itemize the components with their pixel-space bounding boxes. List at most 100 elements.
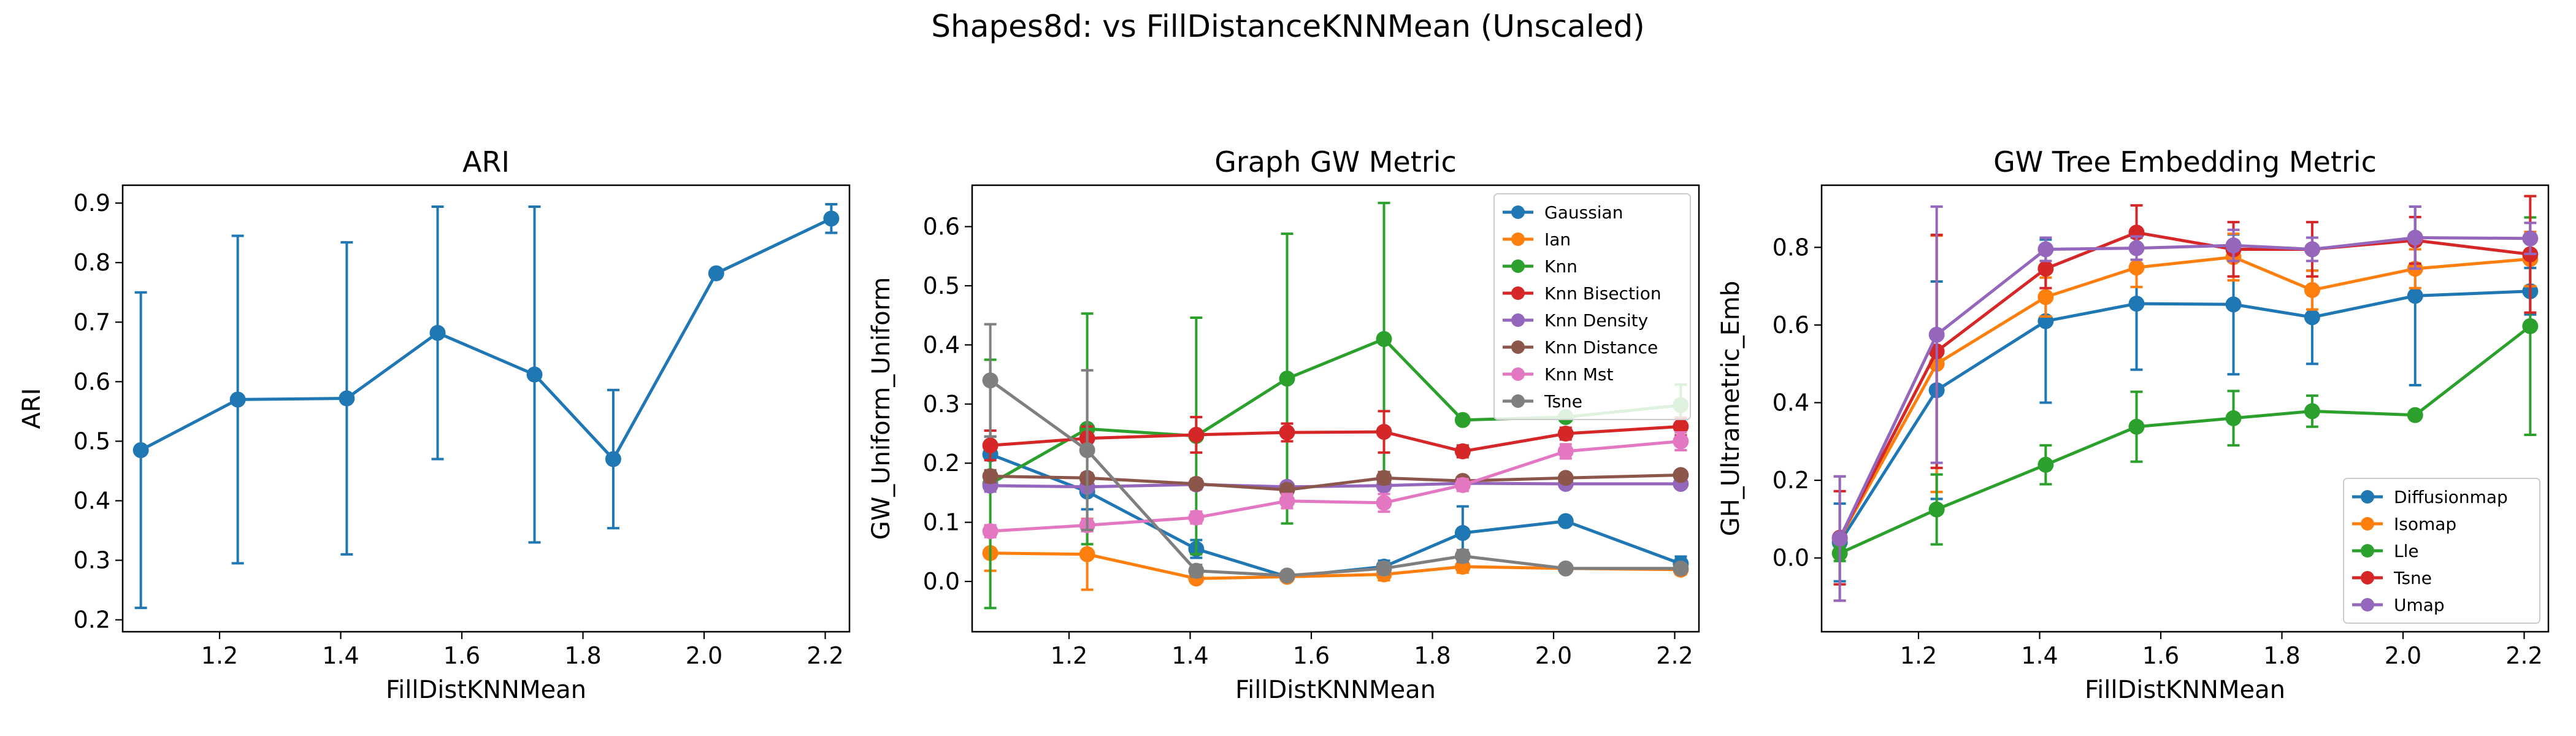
y-tick-label-6: 0.6 bbox=[923, 213, 960, 240]
y-tick-label-1: 0.3 bbox=[74, 547, 110, 574]
data-point bbox=[229, 391, 246, 408]
data-point bbox=[1557, 470, 1574, 486]
data-point bbox=[132, 442, 149, 458]
x-tick-label-5: 2.2 bbox=[2505, 642, 2542, 669]
data-point bbox=[2225, 237, 2242, 254]
y-tick-label-3: 0.3 bbox=[923, 391, 960, 418]
legend-marker bbox=[2361, 544, 2374, 558]
series-line bbox=[990, 424, 1681, 453]
data-point bbox=[2522, 318, 2539, 334]
series-line bbox=[1839, 324, 2531, 555]
chart-title: Graph GW Metric bbox=[1214, 145, 1456, 178]
data-point bbox=[1376, 424, 1392, 440]
y-tick-label-0: 0.0 bbox=[923, 568, 960, 595]
data-point bbox=[1557, 560, 1574, 577]
y-axis-label: ARI bbox=[18, 388, 46, 429]
data-point bbox=[1928, 326, 1945, 343]
plot-frame bbox=[1820, 184, 2550, 633]
data-point bbox=[2037, 456, 2054, 473]
series-line bbox=[1838, 231, 2531, 539]
y-tick-label-3: 0.6 bbox=[1773, 312, 1809, 339]
legend-entry-knn-bisection: Knn Bisection bbox=[1544, 283, 1662, 304]
x-tick-label-4: 2.0 bbox=[2385, 642, 2421, 669]
y-tick-label-5: 0.7 bbox=[74, 309, 110, 335]
x-axis-label: FillDistKNNMean bbox=[386, 676, 586, 704]
x-tick-label-4: 2.0 bbox=[1535, 642, 1572, 669]
data-point bbox=[1279, 567, 1295, 584]
x-tick-label-5: 2.2 bbox=[807, 642, 843, 669]
legend-marker bbox=[1511, 232, 1525, 246]
data-point bbox=[1831, 531, 1848, 547]
data-point bbox=[982, 468, 999, 485]
y-tick-label-4: 0.8 bbox=[1773, 234, 1809, 261]
data-point bbox=[526, 366, 543, 383]
legend: Diffusionmap Isomap Lle Tsne Umap bbox=[2343, 478, 2540, 624]
legend-marker bbox=[1511, 286, 1525, 300]
y-tick-label-0: 0.0 bbox=[1773, 545, 1809, 572]
data-point bbox=[1673, 560, 1689, 577]
data-point bbox=[1928, 501, 1945, 518]
series-line bbox=[140, 217, 832, 462]
series-line bbox=[990, 481, 1681, 489]
data-point bbox=[1557, 513, 1574, 529]
y-tick-label-6: 0.8 bbox=[74, 249, 110, 276]
y-tick-label-0: 0.2 bbox=[74, 607, 110, 634]
plot-frame bbox=[971, 184, 1700, 633]
data-point bbox=[982, 523, 999, 540]
data-point bbox=[429, 324, 446, 341]
x-axis-label: FillDistKNNMean bbox=[1235, 676, 1436, 704]
y-tick-label-7: 0.9 bbox=[74, 190, 110, 217]
data-point bbox=[2407, 288, 2423, 304]
data-point bbox=[339, 390, 355, 407]
data-point bbox=[1673, 418, 1689, 435]
data-point bbox=[2128, 240, 2145, 256]
y-tick-label-2: 0.2 bbox=[923, 450, 960, 477]
legend-entry-umap: Umap bbox=[2394, 595, 2445, 615]
data-point bbox=[2304, 241, 2320, 258]
data-point bbox=[1279, 370, 1295, 387]
chart-1: Graph GW Metric 1.2 1.4 1.6 1.8 2.0 2.2 0.0 0.1 0… bbox=[867, 145, 1700, 704]
legend-marker bbox=[2361, 490, 2374, 504]
data-point bbox=[1673, 433, 1689, 450]
x-tick-label-0: 1.2 bbox=[201, 642, 238, 669]
legend-entry-gaussian: Gaussian bbox=[1544, 202, 1623, 223]
data-point bbox=[605, 451, 621, 467]
data-point bbox=[1376, 331, 1392, 347]
data-point bbox=[1376, 470, 1392, 486]
data-point bbox=[2037, 289, 2054, 305]
y-axis-label: GW_Uniform_Uniform bbox=[867, 277, 895, 540]
x-tick-label-0: 1.2 bbox=[1051, 642, 1087, 669]
y-tick-label-4: 0.4 bbox=[923, 331, 960, 358]
y-tick-label-2: 0.4 bbox=[1773, 389, 1809, 416]
data-point bbox=[1454, 548, 1471, 564]
legend-entry-knn-density: Knn Density bbox=[1544, 310, 1648, 331]
legend-entry-tsne: Tsne bbox=[1544, 391, 1582, 412]
x-tick-label-3: 1.8 bbox=[2263, 642, 2300, 669]
series-line bbox=[990, 440, 1681, 533]
data-point bbox=[1673, 467, 1689, 483]
x-tick-label-5: 2.2 bbox=[1656, 642, 1693, 669]
data-point bbox=[2522, 230, 2539, 247]
y-tick-label-2: 0.4 bbox=[74, 487, 110, 514]
series-tsne bbox=[982, 323, 1689, 584]
data-point bbox=[1188, 509, 1205, 526]
legend-marker bbox=[1511, 340, 1525, 354]
legend-box bbox=[2343, 478, 2540, 624]
x-tick-label-1: 1.4 bbox=[322, 642, 359, 669]
panels: ARI 1.2 1.4 1.6 1.8 2.0 2.2 0.2 0.3 0.4 0.5 0.6 0.7 0… bbox=[18, 145, 2550, 704]
y-tick-label-5: 0.5 bbox=[923, 272, 960, 299]
x-axis-label: FillDistKNNMean bbox=[2085, 676, 2285, 704]
legend-entry-ian: Ian bbox=[1544, 229, 1571, 250]
x-tick-label-2: 1.6 bbox=[443, 642, 480, 669]
legend-box bbox=[1493, 193, 1691, 420]
x-tick-label-0: 1.2 bbox=[1900, 642, 1937, 669]
data-point bbox=[1376, 560, 1392, 577]
chart-0: ARI 1.2 1.4 1.6 1.8 2.0 2.2 0.2 0.3 0.4 0.5 0.6 0.7 0… bbox=[18, 145, 851, 704]
data-point bbox=[2128, 259, 2145, 276]
data-point bbox=[1454, 477, 1471, 493]
data-point bbox=[1188, 562, 1205, 579]
plot-frame bbox=[121, 184, 851, 633]
series-umap bbox=[1831, 205, 2539, 602]
data-point bbox=[1454, 412, 1471, 428]
data-point bbox=[1079, 546, 1095, 562]
